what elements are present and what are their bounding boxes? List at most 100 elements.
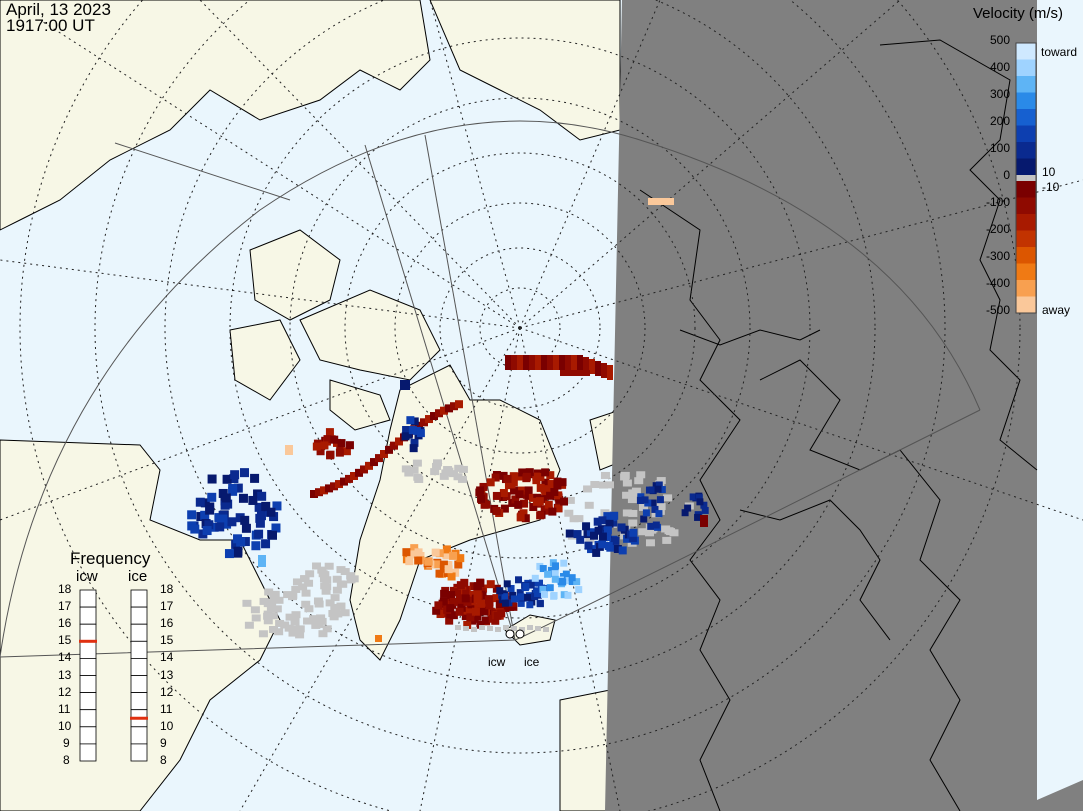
- velocity-cell: [410, 417, 419, 426]
- velocity-cell: [310, 490, 318, 498]
- velocity-cell: [332, 575, 342, 583]
- velocity-cell: [496, 587, 504, 595]
- frequency-gauge-cell: [130, 658, 148, 676]
- velocity-cell: [649, 499, 657, 507]
- velocity-cell: [285, 445, 293, 455]
- velocity-cell: [222, 474, 232, 484]
- velocity-cell: [689, 493, 697, 501]
- toward-label: toward: [1041, 45, 1078, 59]
- velocity-cell: [628, 509, 638, 517]
- velocity-cell: [552, 562, 560, 570]
- velocity-cell: [303, 617, 313, 625]
- velocity-cell: [641, 496, 649, 504]
- velocity-cell: [503, 580, 511, 588]
- velocity-cell: [647, 522, 655, 530]
- velocity-cell: [476, 599, 485, 608]
- velocity-cell: [511, 355, 517, 370]
- velocity-cell: [546, 471, 555, 480]
- velocity-cell: [345, 441, 354, 450]
- velocity-cell: [439, 597, 448, 606]
- velocity-cell: [269, 595, 279, 603]
- velocity-cell: [291, 585, 301, 593]
- velocity-cell: [622, 479, 632, 487]
- velocity-cell: [195, 497, 205, 507]
- velocity-cell: [360, 465, 368, 474]
- velocity-cell: [439, 564, 448, 573]
- velocity-cell: [454, 560, 463, 569]
- velocity-cell: [645, 486, 653, 494]
- velocity-cell: [444, 565, 453, 574]
- velocity-cell: [541, 355, 547, 370]
- velocity-cell: [493, 611, 502, 620]
- velocity-cell: [509, 591, 517, 599]
- velocity-cell: [620, 471, 630, 479]
- velocity-cell: [461, 612, 470, 621]
- frequency-gauge-cell: [79, 606, 97, 625]
- velocity-cell: [446, 604, 455, 613]
- velocity-cell: [613, 544, 622, 553]
- velocity-cell: [330, 482, 338, 491]
- velocity-cell: [455, 594, 464, 603]
- frequency-gauge-cell: [79, 658, 97, 676]
- velocity-cell: [511, 626, 517, 631]
- velocity-cell: [636, 496, 644, 504]
- velocity-cell: [600, 471, 610, 479]
- colorbar-segment-away: [1016, 280, 1036, 297]
- frequency-marker-ice: [130, 716, 148, 720]
- velocity-cell: [257, 491, 267, 501]
- velocity-cell: [540, 590, 548, 598]
- velocity-cell: [484, 595, 493, 604]
- frequency-gauge-cell: [79, 640, 97, 659]
- velocity-cell: [231, 539, 241, 549]
- colorbar-segment-toward: [1016, 59, 1036, 77]
- velocity-cell: [456, 581, 465, 590]
- velocity-cell: [527, 581, 535, 589]
- velocity-cell: [375, 635, 382, 642]
- velocity-tick-label: -500: [985, 303, 1010, 317]
- velocity-cell: [695, 494, 703, 502]
- velocity-cell: [272, 501, 282, 511]
- velocity-cell: [610, 536, 619, 545]
- velocity-cell: [529, 355, 535, 370]
- velocity-cell: [444, 561, 453, 570]
- velocity-cell: [584, 501, 594, 509]
- frequency-tick-label: 11: [58, 701, 71, 716]
- velocity-cell: [337, 439, 346, 448]
- velocity-cell: [526, 601, 534, 609]
- velocity-cell: [684, 504, 692, 512]
- velocity-cell: [638, 528, 648, 536]
- velocity-cell: [544, 570, 552, 578]
- velocity-tick-label: -300: [985, 249, 1010, 263]
- velocity-cell: [486, 580, 495, 589]
- frequency-tick-label: 15: [160, 633, 174, 648]
- colorbar-segment-gray: [1016, 175, 1036, 181]
- velocity-cell: [539, 565, 547, 573]
- velocity-cell: [455, 607, 464, 616]
- velocity-cell: [402, 548, 411, 557]
- velocity-cell: [595, 361, 601, 376]
- velocity-cell: [304, 579, 314, 587]
- velocity-cell: [295, 631, 305, 639]
- frequency-tick-label: 10: [160, 718, 174, 733]
- colorbar-segment-away: [1016, 247, 1036, 264]
- velocity-cell: [476, 620, 485, 629]
- velocity-cell: [430, 468, 440, 476]
- velocity-cell: [207, 474, 217, 484]
- velocity-cell: [271, 523, 281, 533]
- velocity-cell: [622, 491, 632, 499]
- velocity-cell: [558, 478, 567, 487]
- velocity-cell: [254, 529, 264, 539]
- velocity-cell: [259, 597, 269, 605]
- velocity-cell: [501, 603, 510, 612]
- velocity-cell: [251, 614, 261, 622]
- velocity-cell: [230, 470, 240, 480]
- velocity-tick-label: -200: [985, 222, 1010, 236]
- velocity-cell: [654, 485, 662, 493]
- velocity-cell: [491, 473, 500, 482]
- velocity-cell: [316, 447, 325, 456]
- velocity-cell: [220, 500, 230, 510]
- velocity-cell: [432, 462, 442, 470]
- velocity-cell: [241, 523, 251, 533]
- velocity-cell: [529, 503, 538, 512]
